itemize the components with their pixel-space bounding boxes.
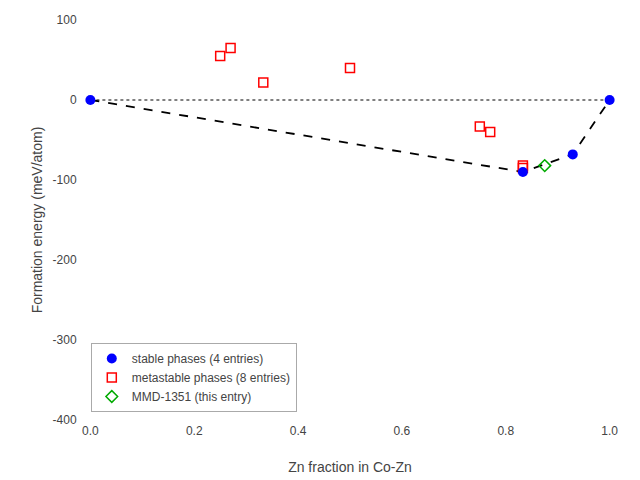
svg-text:0.6: 0.6 [394, 424, 411, 438]
svg-text:0.4: 0.4 [290, 424, 307, 438]
svg-text:Formation energy (meV/atom): Formation energy (meV/atom) [29, 127, 45, 314]
svg-text:-100: -100 [53, 173, 77, 187]
svg-text:MMD-1351 (this entry): MMD-1351 (this entry) [132, 390, 251, 404]
svg-text:0.8: 0.8 [497, 424, 514, 438]
svg-text:0.2: 0.2 [186, 424, 203, 438]
svg-text:0: 0 [70, 93, 77, 107]
svg-text:metastable phases (8 entries): metastable phases (8 entries) [132, 371, 290, 385]
svg-text:-400: -400 [53, 413, 77, 427]
svg-text:-300: -300 [53, 333, 77, 347]
svg-text:1.0: 1.0 [601, 424, 618, 438]
svg-text:100: 100 [57, 13, 77, 27]
svg-text:0.0: 0.0 [82, 424, 99, 438]
svg-text:-200: -200 [53, 253, 77, 267]
svg-text:Zn fraction in Co-Zn: Zn fraction in Co-Zn [288, 459, 412, 475]
svg-text:stable phases (4 entries): stable phases (4 entries) [132, 352, 263, 366]
